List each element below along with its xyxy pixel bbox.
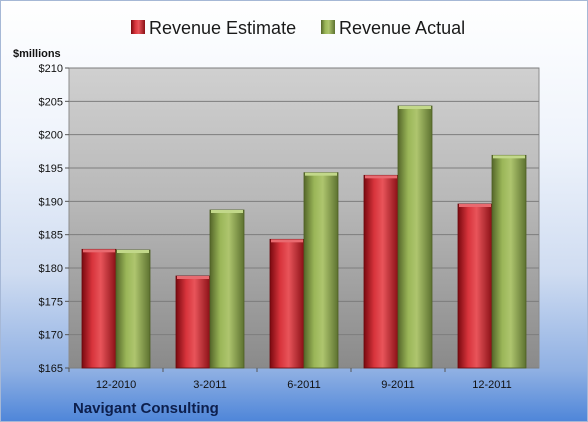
x-axis-ticks: 12-2010 3-2011 6-2011 9-2011 12-2011 <box>68 368 512 391</box>
x-tick-label: 12-2011 <box>472 379 512 391</box>
bar-top-highlight <box>117 250 149 253</box>
y-tick-label: $175 <box>39 296 63 308</box>
legend-swatch-estimate <box>131 20 145 34</box>
bar-top-highlight <box>271 239 303 243</box>
bar-estimate-9-2011 <box>363 174 399 369</box>
bar-estimate-12-2010 <box>81 248 117 369</box>
y-tick-label: $205 <box>39 96 63 108</box>
y-tick-label: $195 <box>39 163 63 175</box>
y-tick-label: $210 <box>39 63 63 75</box>
bar-top-highlight <box>365 175 397 179</box>
bar-estimate-6-2011 <box>269 238 305 369</box>
y-axis-unit-label: $millions <box>13 48 61 60</box>
bar-actual-12-2010 <box>115 249 151 369</box>
legend-swatch-actual <box>321 20 335 34</box>
y-tick-label: $165 <box>39 363 63 375</box>
bar-top-highlight <box>211 210 243 213</box>
y-tick-label: $170 <box>39 330 63 342</box>
bars <box>81 105 527 369</box>
legend-label-actual: Revenue Actual <box>339 18 465 38</box>
bar-actual-3-2011 <box>209 209 245 369</box>
bar-actual-6-2011 <box>303 172 339 369</box>
x-tick-label: 9-2011 <box>381 379 414 391</box>
bar-top-highlight <box>399 106 431 109</box>
bar-actual-9-2011 <box>397 105 433 369</box>
y-tick-label: $200 <box>39 130 63 142</box>
bar-estimate-3-2011 <box>175 275 211 369</box>
bar-top-highlight <box>83 249 115 253</box>
company-name: Navigant Consulting <box>73 400 219 417</box>
y-tick-label: $190 <box>39 196 63 208</box>
bar-top-highlight <box>459 204 491 207</box>
bar-top-highlight <box>305 172 337 176</box>
bar-top-highlight <box>177 276 209 279</box>
bar-top-highlight <box>493 155 525 159</box>
y-tick-label: $185 <box>39 230 63 242</box>
legend-item-estimate: Revenue Estimate <box>131 18 296 38</box>
x-tick-label: 6-2011 <box>287 379 320 391</box>
y-tick-label: $180 <box>39 263 63 275</box>
x-tick-label: 12-2010 <box>96 379 136 391</box>
bar-estimate-12-2011 <box>457 203 493 369</box>
y-axis-ticks: $165 $170 $175 $180 $185 $190 $195 $200 $205 $210 <box>39 63 69 375</box>
legend: Revenue Estimate Revenue Actual <box>131 18 465 38</box>
x-tick-label: 3-2011 <box>193 379 226 391</box>
bar-actual-12-2011 <box>491 154 527 369</box>
legend-label-estimate: Revenue Estimate <box>149 18 296 38</box>
legend-item-actual: Revenue Actual <box>321 18 465 38</box>
